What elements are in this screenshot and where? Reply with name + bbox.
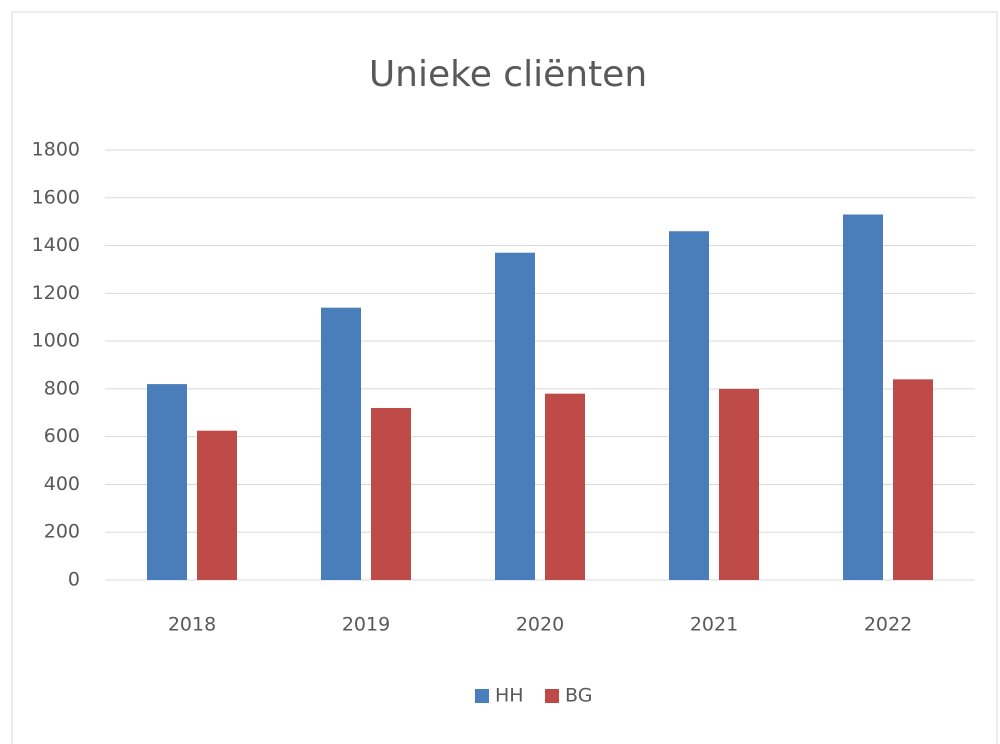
x-tick-label: 2019 (342, 614, 390, 636)
y-tick-label: 400 (44, 473, 80, 495)
y-tick-label: 1800 (32, 139, 80, 161)
legend-swatch (545, 689, 559, 703)
chart-title: Unieke cliënten (369, 54, 647, 95)
y-tick-label: 800 (44, 377, 80, 399)
x-tick-label: 2021 (690, 614, 738, 636)
bar (669, 231, 709, 580)
y-tick-label: 0 (68, 569, 80, 591)
bar (371, 408, 411, 580)
x-tick-label: 2020 (516, 614, 564, 636)
y-tick-label: 1400 (32, 234, 80, 256)
y-tick-label: 1000 (32, 330, 80, 352)
bar (495, 252, 535, 580)
legend-label: HH (495, 685, 524, 707)
bar (545, 393, 585, 580)
y-tick-label: 200 (44, 521, 80, 543)
y-tick-label: 600 (44, 425, 80, 447)
bar (843, 214, 883, 580)
x-tick-label: 2022 (864, 614, 912, 636)
y-tick-label: 1200 (32, 282, 80, 304)
y-tick-label: 1600 (32, 186, 80, 208)
bar (147, 384, 187, 580)
bar (893, 379, 933, 580)
bar (197, 430, 237, 580)
legend-swatch (475, 689, 489, 703)
bar (719, 388, 759, 580)
legend-label: BG (565, 685, 592, 707)
bar (321, 307, 361, 580)
x-tick-label: 2018 (168, 614, 216, 636)
